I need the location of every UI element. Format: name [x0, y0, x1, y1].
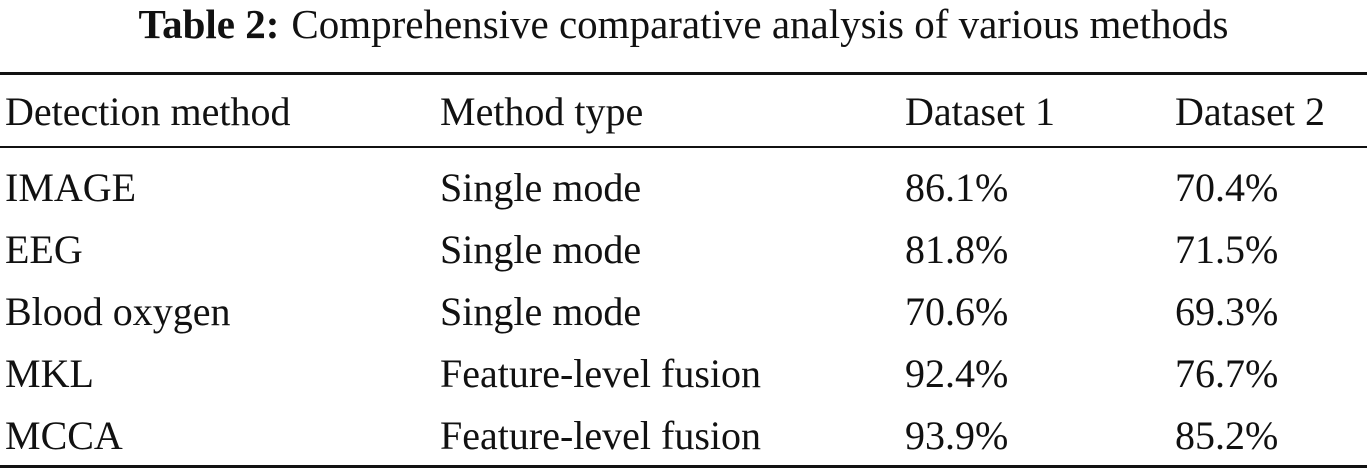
- table-cell: 70.6%: [905, 289, 1009, 334]
- table-cell: 76.7%: [1175, 351, 1279, 396]
- table-cell: Single mode: [440, 165, 642, 210]
- table-cell: Single mode: [440, 227, 642, 272]
- header-cell: Detection method: [5, 89, 291, 134]
- table-cell: Single mode: [440, 289, 642, 334]
- table-cell: Feature-level fusion: [440, 351, 761, 396]
- table-cell: 92.4%: [905, 351, 1009, 396]
- caption: Table 2: Comprehensive comparative analys…: [0, 0, 1367, 48]
- table-cell: 93.9%: [905, 413, 1009, 458]
- table-cell: 86.1%: [905, 165, 1009, 210]
- table-cell: 81.8%: [905, 227, 1009, 272]
- table-cell: 70.4%: [1175, 165, 1279, 210]
- caption-text: Comprehensive comparative analysis of va…: [291, 1, 1229, 47]
- table-cell: 85.2%: [1175, 413, 1279, 458]
- table-cell: MCCA: [5, 413, 123, 458]
- header-cell: Dataset 2: [1175, 89, 1325, 134]
- table-cell: MKL: [5, 351, 94, 396]
- table-cell: Feature-level fusion: [440, 413, 761, 458]
- table-cell: IMAGE: [5, 165, 137, 210]
- caption-label: Table 2:: [138, 1, 280, 47]
- header-rule: [0, 146, 1367, 148]
- header-cell: Method type: [440, 89, 644, 134]
- table-cell: 69.3%: [1175, 289, 1279, 334]
- header-cell: Dataset 1: [905, 89, 1055, 134]
- top-rule: [0, 72, 1367, 75]
- bottom-rule: [0, 465, 1367, 468]
- table-cell: Blood oxygen: [5, 289, 231, 334]
- table-cell: 71.5%: [1175, 227, 1279, 272]
- table-cell: EEG: [5, 227, 83, 272]
